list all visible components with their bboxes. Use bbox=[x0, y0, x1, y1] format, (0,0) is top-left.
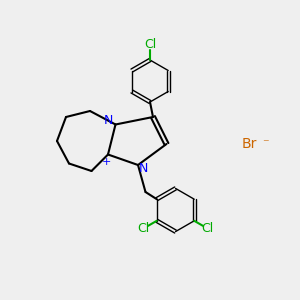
Text: Cl: Cl bbox=[201, 222, 213, 235]
Text: Br: Br bbox=[241, 137, 257, 151]
Text: Cl: Cl bbox=[144, 38, 156, 51]
Text: N: N bbox=[139, 162, 148, 175]
Text: +: + bbox=[102, 157, 111, 167]
Text: ⁻: ⁻ bbox=[262, 137, 269, 151]
Text: N: N bbox=[104, 113, 114, 127]
Text: Cl: Cl bbox=[138, 222, 150, 235]
